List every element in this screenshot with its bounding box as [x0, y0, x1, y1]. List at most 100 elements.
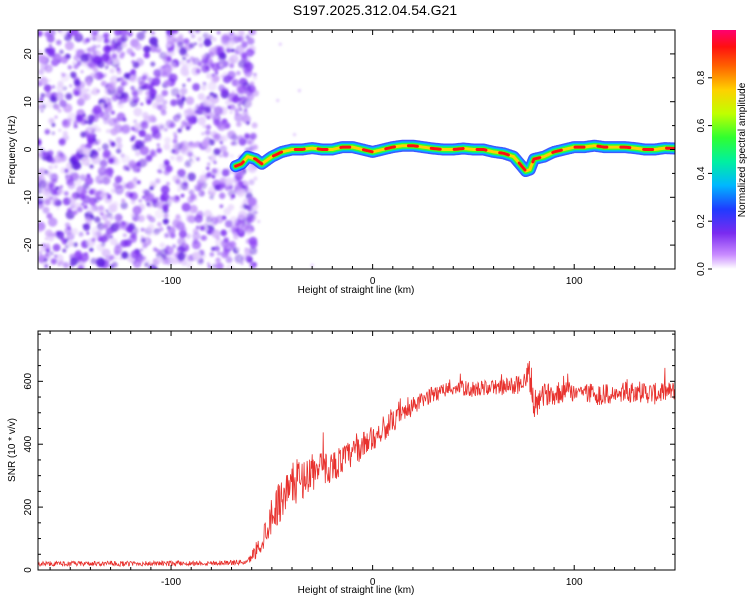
noise-blob — [59, 49, 64, 55]
noise-blob — [114, 256, 119, 260]
noise-blob — [162, 99, 168, 105]
noise-blob — [197, 93, 205, 101]
spectrogram-ridge — [229, 139, 675, 177]
noise-blob — [109, 215, 114, 221]
noise-blob — [72, 61, 76, 65]
ridge-peak — [234, 144, 675, 173]
noise-blob — [46, 47, 56, 57]
noise-blob — [123, 72, 131, 80]
noise-blob — [169, 149, 173, 153]
noise-blob — [244, 248, 251, 255]
noise-blob — [76, 185, 86, 195]
noise-blob — [130, 212, 136, 218]
noise-blob — [197, 191, 202, 195]
noise-blob — [115, 148, 122, 154]
noise-blob — [120, 201, 128, 210]
noise-blob — [135, 150, 141, 157]
noise-blob — [102, 96, 108, 102]
noise-blob — [180, 94, 185, 99]
noise-blob — [148, 114, 156, 123]
noise-blob — [206, 166, 210, 171]
noise-blob — [232, 95, 240, 104]
noise-blob — [130, 232, 137, 239]
colorbar-tick-label: 0.8 — [696, 70, 707, 84]
noise-blob — [89, 247, 94, 252]
noise-blob — [126, 167, 130, 171]
noise-blob — [225, 256, 233, 264]
noise-blob — [80, 70, 84, 74]
noise-blob — [197, 116, 206, 126]
noise-blob — [156, 147, 162, 154]
noise-blob — [108, 117, 117, 127]
noise-blob — [50, 258, 57, 265]
noise-blob — [45, 229, 53, 238]
noise-blob — [213, 148, 221, 156]
noise-blob — [120, 80, 127, 87]
noise-blob — [73, 121, 77, 125]
noise-blob — [249, 95, 254, 100]
noise-blob — [99, 177, 104, 182]
noise-blob — [211, 62, 220, 72]
noise-blob — [220, 74, 225, 79]
noise-blob — [173, 131, 178, 137]
noise-blob — [103, 224, 108, 229]
noise-blob — [82, 113, 86, 117]
noise-blob — [147, 77, 155, 84]
noise-blob — [211, 112, 216, 117]
noise-blob — [159, 242, 165, 248]
noise-blob — [122, 233, 127, 238]
noise-blob — [139, 248, 144, 252]
y-tick-label: 0 — [23, 567, 34, 573]
noise-blob — [114, 124, 118, 128]
noise-blob — [142, 123, 147, 128]
noise-blob — [104, 65, 109, 70]
noise-blob — [175, 178, 182, 185]
noise-blob — [221, 39, 226, 44]
noise-blob — [203, 38, 212, 47]
noise-blob — [202, 170, 206, 174]
noise-blob — [63, 191, 69, 196]
noise-blob — [248, 179, 255, 186]
noise-blob — [131, 223, 136, 228]
noise-blob — [185, 96, 195, 105]
noise-blob — [243, 198, 249, 204]
noise-blob — [88, 188, 95, 195]
noise-blob — [50, 96, 58, 103]
noise-blob — [130, 52, 136, 57]
noise-blob — [147, 223, 155, 231]
noise-blob — [142, 46, 147, 51]
noise-blob — [249, 132, 257, 140]
noise-blob — [67, 65, 73, 70]
noise-blob — [67, 240, 74, 247]
noise-blob — [192, 232, 201, 241]
noise-blob — [121, 42, 128, 48]
noise-blob — [109, 68, 115, 74]
noise-blob — [219, 140, 223, 145]
noise-blob — [211, 246, 216, 251]
noise-blob — [244, 133, 250, 139]
noise-blob — [80, 202, 85, 206]
noise-blob — [38, 176, 41, 181]
noise-blob — [103, 103, 108, 108]
noise-blob — [132, 205, 142, 215]
noise-blob — [201, 107, 206, 111]
noise-blob — [97, 147, 101, 152]
noise-blob — [246, 204, 253, 211]
noise-blob — [170, 252, 175, 256]
noise-blob — [110, 238, 118, 246]
noise-blob — [157, 221, 162, 227]
noise-blob — [139, 146, 150, 156]
noise-blob — [48, 182, 54, 189]
noise-blob — [39, 147, 45, 153]
noise-blob — [38, 179, 47, 189]
noise-blob — [40, 93, 46, 98]
noise-blob — [189, 56, 195, 62]
noise-blob — [162, 218, 169, 225]
noise-blob — [182, 56, 187, 61]
noise-blob — [124, 95, 131, 103]
noise-blob — [167, 33, 177, 43]
noise-blob — [59, 30, 68, 37]
noise-blob — [78, 231, 84, 237]
